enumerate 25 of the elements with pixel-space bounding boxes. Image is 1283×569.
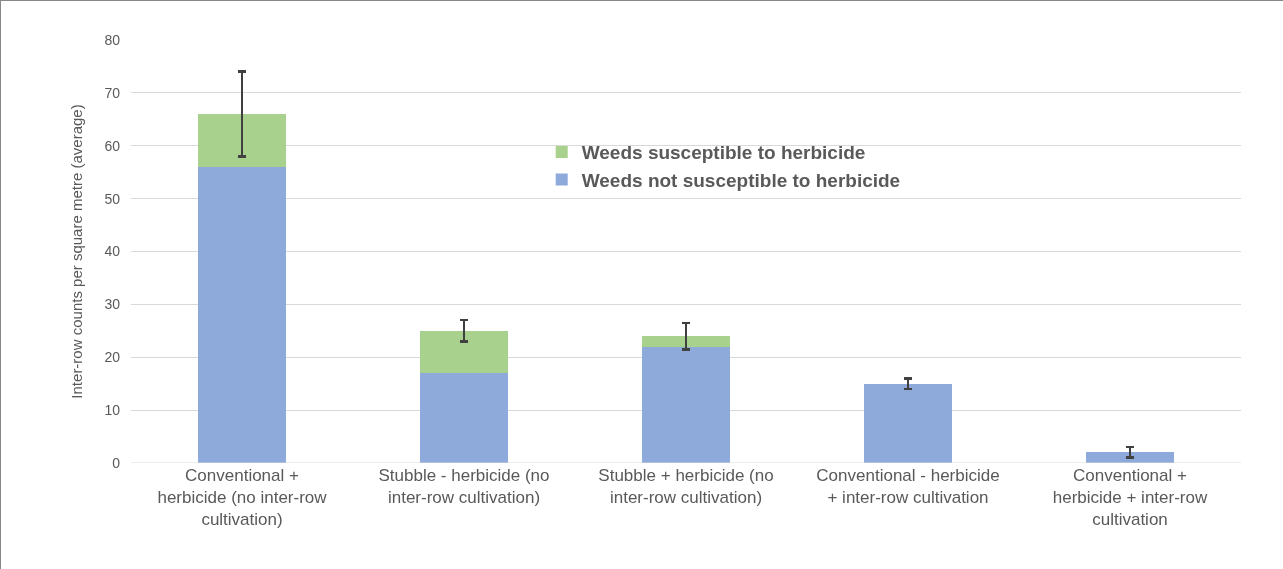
x-tick-label: Conventional + herbicide + inter-row cultivation [1052,466,1208,530]
y-tick-label: 0 [112,454,121,471]
y-tick-label: 10 [104,402,121,419]
bar [419,330,509,374]
x-tick-label: Stubble - herbicide (no inter-row cultivation) [378,466,550,508]
y-axis-title: Inter-row counts per square metre (average) [67,104,85,399]
legend-label: Weeds susceptible to herbicide [581,142,866,164]
y-tick-label: 30 [104,296,121,313]
y-tick-label: 40 [104,243,121,260]
bar [1085,452,1175,463]
x-tick-label: Conventional + herbicide (no inter-row cultivation) [157,466,328,530]
y-tick-label: 20 [104,349,121,366]
y-tick-label: 50 [104,190,121,207]
bar [863,383,953,463]
bar [197,166,287,463]
bar [197,114,287,167]
x-tick-label: Stubble + herbicide (no inter-row cultivation) [598,466,774,508]
y-tick-label: 60 [104,137,121,154]
legend-label: Weeds not susceptible to herbicide [581,170,901,192]
bar [641,346,731,463]
y-tick-label: 80 [104,31,121,48]
y-tick-label: 70 [104,84,121,101]
x-tick-label: Conventional - herbicide + inter-row cultivation [816,466,1000,508]
bar [641,336,731,347]
bar [419,373,509,463]
